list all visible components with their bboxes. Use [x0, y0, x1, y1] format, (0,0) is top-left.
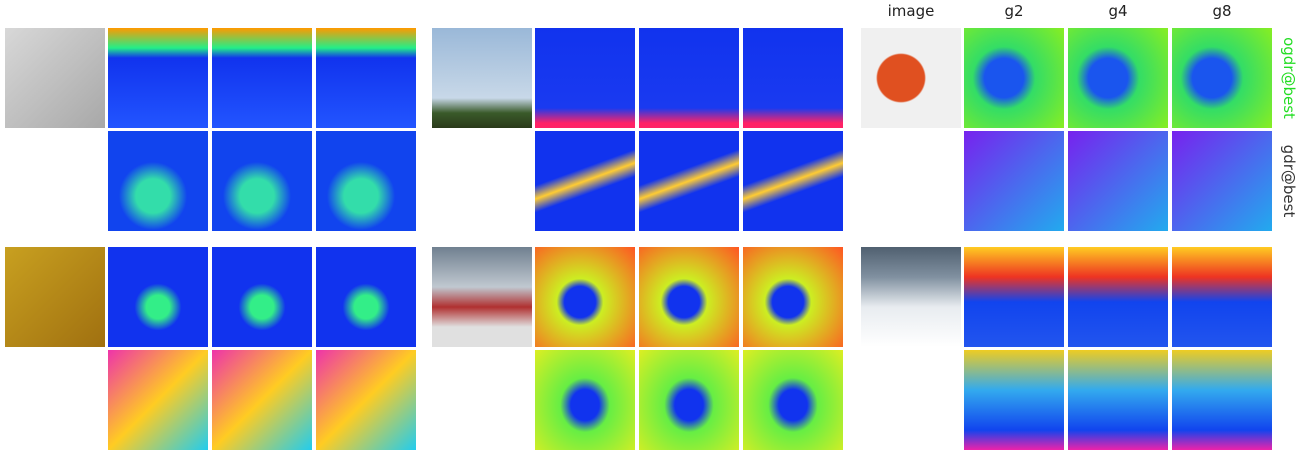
- feature-map: [964, 350, 1064, 450]
- feature-map: [964, 28, 1064, 128]
- feature-map: [1068, 28, 1168, 128]
- input-image: [5, 247, 105, 347]
- feature-map: [316, 131, 416, 231]
- feature-map: [743, 350, 843, 450]
- feature-map: [535, 247, 635, 347]
- feature-map: [1068, 131, 1168, 231]
- column-label: g8: [1212, 2, 1232, 20]
- feature-map: [1068, 247, 1168, 347]
- feature-map: [212, 28, 312, 128]
- feature-map: [639, 28, 739, 128]
- feature-map: [108, 350, 208, 450]
- feature-map: [108, 28, 208, 128]
- feature-map: [212, 350, 312, 450]
- input-image: [861, 28, 961, 128]
- feature-map: [639, 131, 739, 231]
- feature-map: [212, 247, 312, 347]
- feature-map: [1172, 247, 1272, 347]
- column-label: g2: [1004, 2, 1024, 20]
- feature-map: [639, 247, 739, 347]
- row-label: gdr@best: [1280, 144, 1298, 218]
- feature-map: [743, 131, 843, 231]
- feature-map: [743, 28, 843, 128]
- column-label: image: [887, 2, 935, 20]
- feature-map: [1068, 350, 1168, 450]
- column-label: g4: [1108, 2, 1128, 20]
- input-image: [5, 28, 105, 128]
- input-image: [432, 247, 532, 347]
- feature-map: [316, 28, 416, 128]
- feature-map: [212, 131, 312, 231]
- input-image: [432, 28, 532, 128]
- feature-map: [535, 131, 635, 231]
- row-label: ogdr@best: [1280, 37, 1298, 119]
- feature-map: [535, 28, 635, 128]
- feature-map: [535, 350, 635, 450]
- feature-map: [1172, 131, 1272, 231]
- feature-map: [316, 247, 416, 347]
- feature-map: [108, 247, 208, 347]
- feature-map: [743, 247, 843, 347]
- feature-map: [1172, 350, 1272, 450]
- feature-map: [108, 131, 208, 231]
- feature-map: [1172, 28, 1272, 128]
- feature-map: [964, 131, 1064, 231]
- input-image: [861, 247, 961, 347]
- feature-map: [639, 350, 739, 450]
- feature-map: [316, 350, 416, 450]
- feature-map: [964, 247, 1064, 347]
